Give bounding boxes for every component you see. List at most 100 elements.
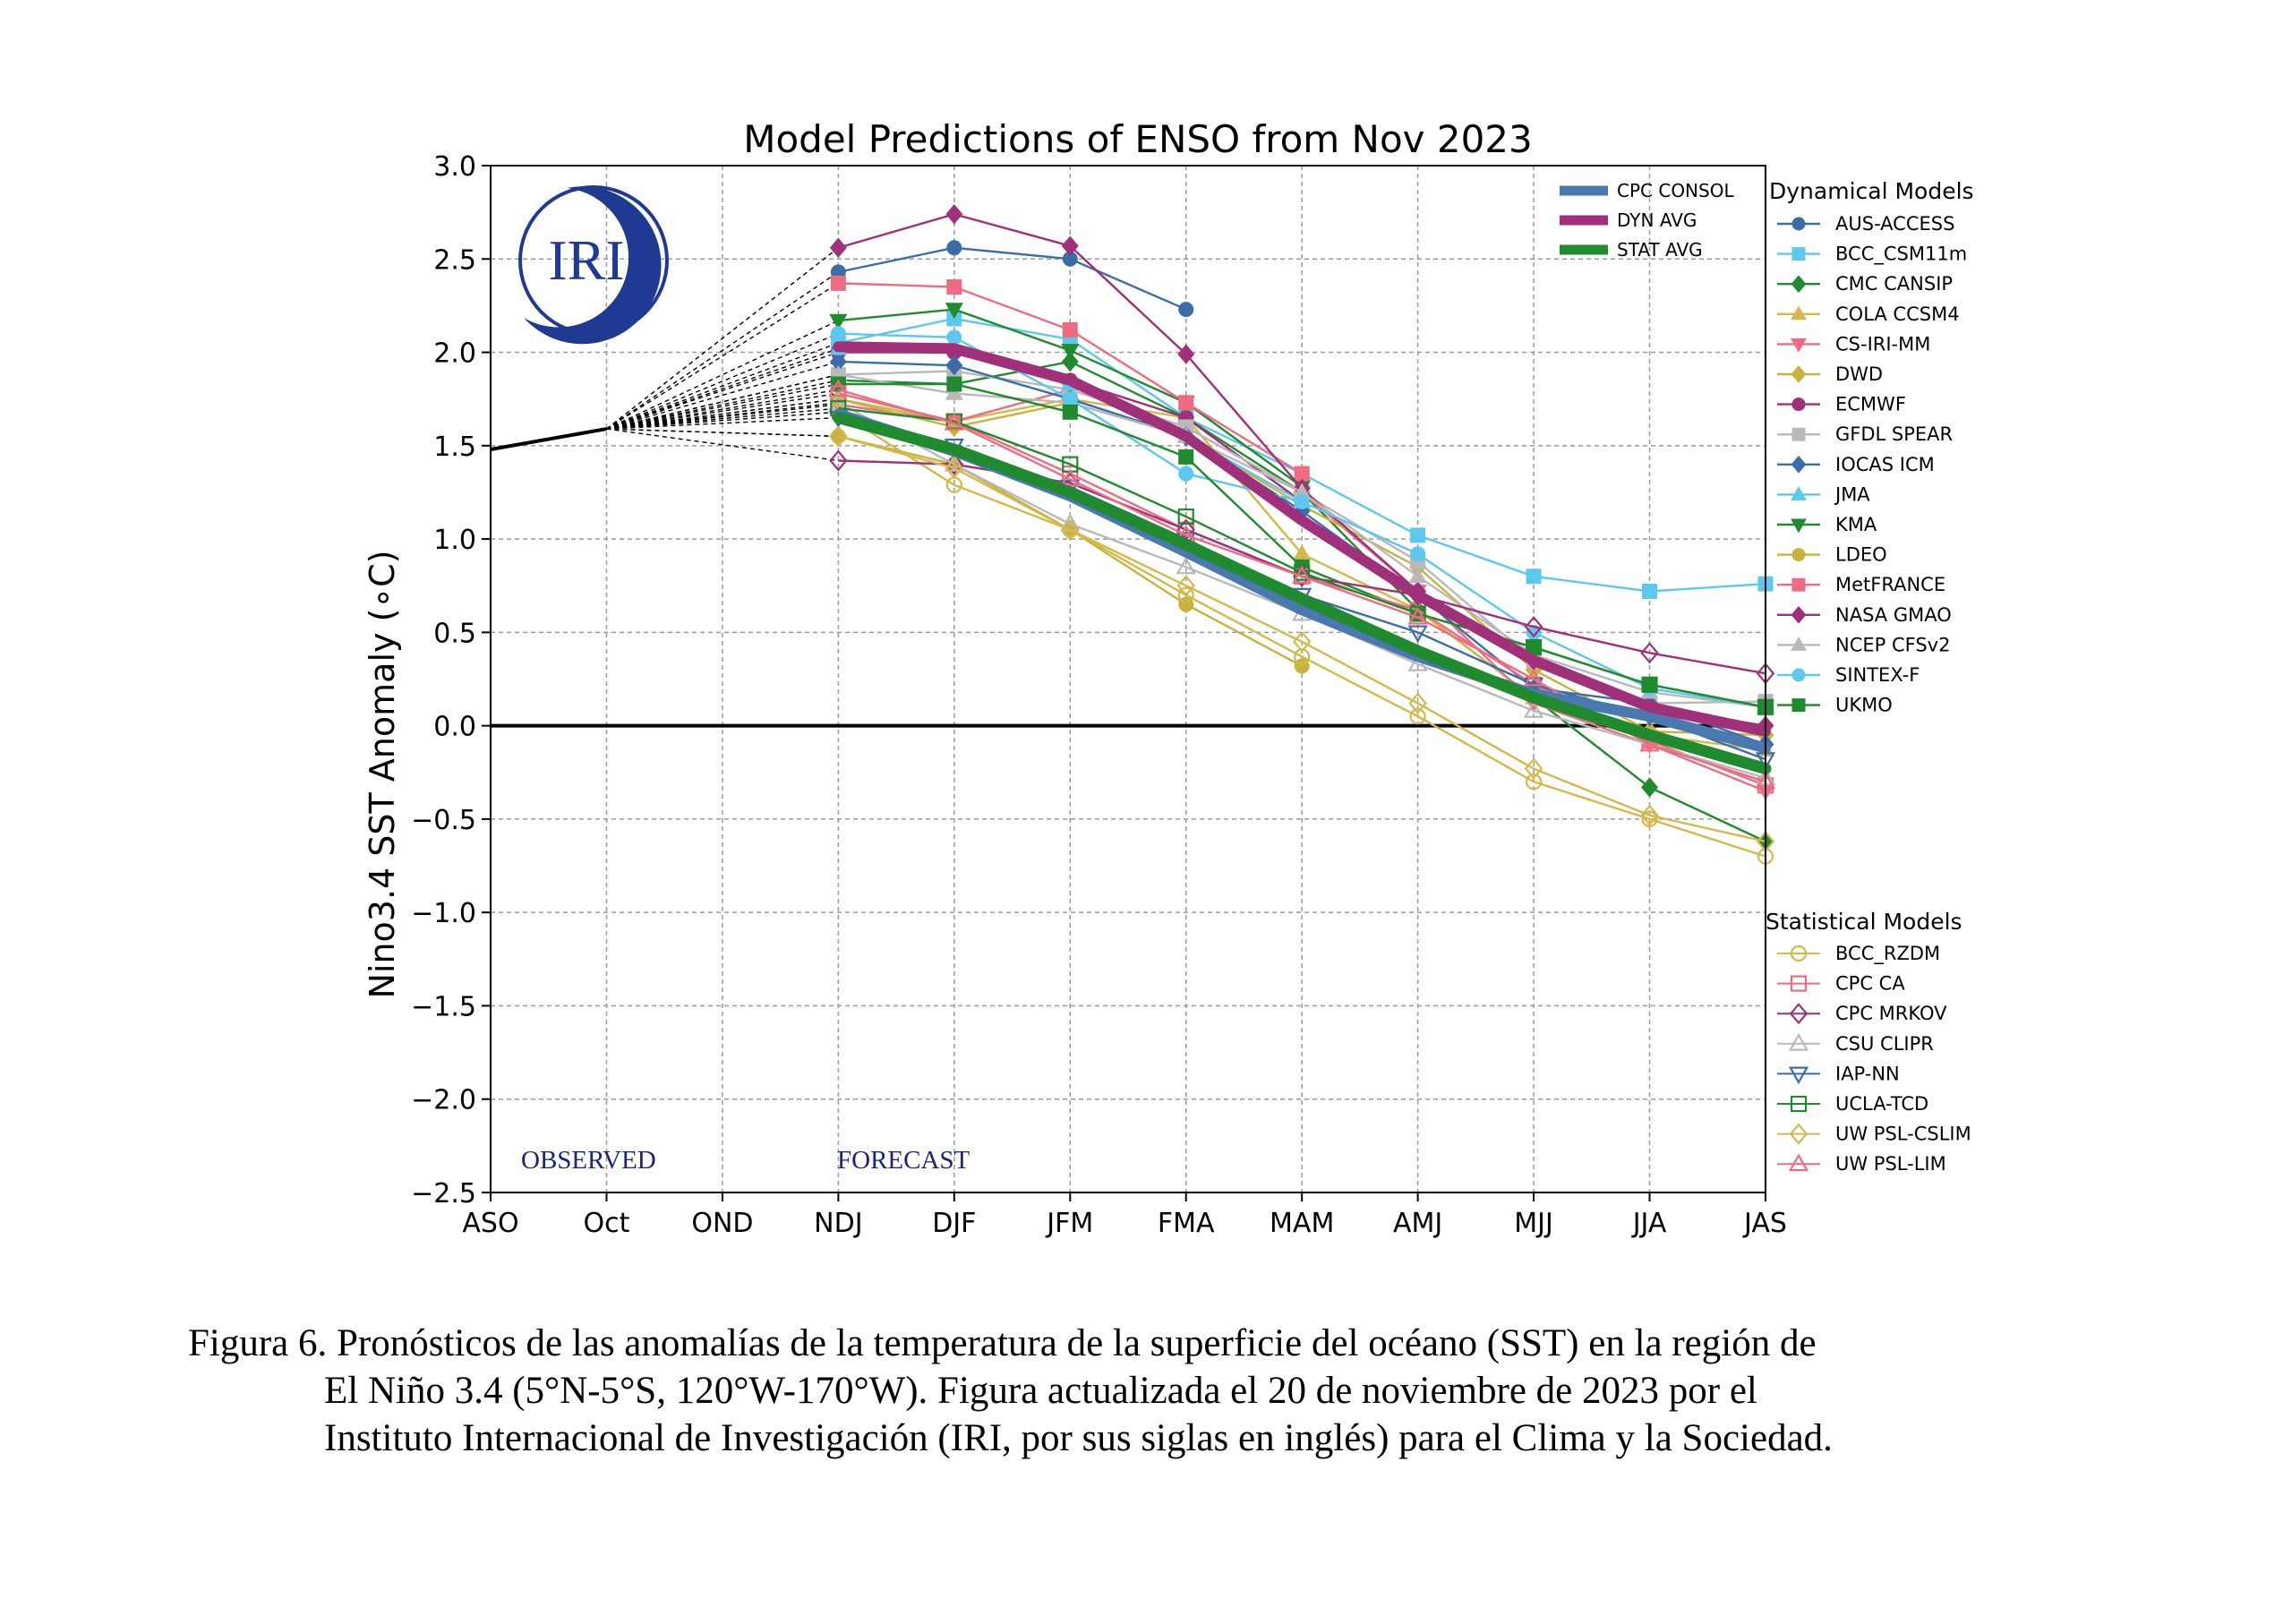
legend-marker xyxy=(1790,1095,1808,1113)
series xyxy=(490,204,1776,865)
dynamical-legend-title: Dynamical Models xyxy=(1769,178,1974,204)
data-point xyxy=(1177,508,1194,526)
x-axis-ticks: ASO Oct OND NDJ DJF JFM FMA MAM AMJ MJJ JJA JAS xyxy=(462,1192,1787,1239)
x-tick-label: ASO xyxy=(462,1208,518,1239)
data-point xyxy=(1178,466,1194,482)
legend-marker xyxy=(1791,605,1807,624)
connector-bcc-csm11m xyxy=(606,342,839,430)
data-point xyxy=(1524,668,1544,687)
data-point xyxy=(1526,568,1542,585)
connector-ukmo xyxy=(606,383,839,430)
y-tick-label: 2.0 xyxy=(433,338,476,370)
legend-marker xyxy=(1791,365,1807,383)
data-point xyxy=(946,240,962,256)
averages-legend: CPC CONSOL DYN AVG STAT AVG xyxy=(1560,180,1734,261)
series-metfrance xyxy=(830,275,1310,482)
legend-label: CPC CA xyxy=(1835,973,1905,995)
data-point xyxy=(1640,804,1659,826)
data-point xyxy=(1639,733,1660,752)
data-point xyxy=(1178,302,1194,318)
x-tick-label: OND xyxy=(691,1208,753,1239)
series-line xyxy=(838,246,1187,311)
legend-label: UW PSL-CSLIM xyxy=(1835,1124,1971,1145)
x-tick-label: JAS xyxy=(1742,1208,1787,1239)
y-axis-label: Nino3.4 SST Anomaly (∘C) xyxy=(363,550,402,998)
y-tick-label: 0.0 xyxy=(433,712,476,743)
data-point xyxy=(945,355,963,376)
data-point xyxy=(1409,708,1426,725)
chart-title: Model Predictions of ENSO from Nov 2023 xyxy=(743,117,1533,161)
legend-marker xyxy=(1791,485,1807,500)
data-point xyxy=(1177,586,1194,603)
legend-label: KMA xyxy=(1835,514,1877,535)
x-tick-label: JFM xyxy=(1045,1208,1093,1239)
legend-marker xyxy=(1791,247,1806,261)
avg-line-dyn-avg xyxy=(833,341,1771,737)
series-aus-access xyxy=(830,240,1194,318)
legend-label: CPC CONSOL xyxy=(1617,180,1734,201)
data-point xyxy=(1524,757,1543,780)
data-point xyxy=(1292,565,1313,584)
legend-label: MetFRANCE xyxy=(1835,574,1945,595)
connector-metfrance xyxy=(606,282,839,430)
legend-marker xyxy=(1788,1153,1809,1172)
legend-label: AUS-ACCESS xyxy=(1835,213,1954,235)
data-point xyxy=(1524,700,1544,718)
x-tick-label: Oct xyxy=(584,1208,630,1239)
series-line xyxy=(838,435,1766,843)
x-tick-label: FMA xyxy=(1158,1208,1215,1239)
y-tick-label: −1.0 xyxy=(411,898,476,929)
y-tick-label: −1.5 xyxy=(411,991,476,1022)
legend-marker xyxy=(1788,1066,1809,1085)
dynamical-models-legend: Dynamical Models AUS-ACCESS BCC_CSM11m CMC… xyxy=(1769,178,1974,716)
x-tick-label: NDJ xyxy=(814,1208,862,1239)
data-point xyxy=(1525,774,1543,791)
data-point xyxy=(1176,575,1195,597)
legend-marker xyxy=(1788,1032,1809,1051)
data-point xyxy=(945,383,963,400)
legend-label: UKMO xyxy=(1835,695,1893,716)
data-point xyxy=(1176,556,1196,575)
connector-sintex-f xyxy=(606,333,839,430)
y-axis-ticks: 3.0 2.5 2.0 1.5 1.0 0.5 0.0 −0.5 −1.0 −1.5 −2.0 −2.… xyxy=(411,151,491,1209)
iri-logo-text: IRI xyxy=(548,228,624,292)
x-tick-label: MJJ xyxy=(1514,1208,1553,1239)
series-cs-iri-mm xyxy=(829,382,1775,801)
legend-marker xyxy=(1791,338,1807,353)
legend-marker xyxy=(1791,217,1806,231)
plot-frame xyxy=(490,165,1766,1193)
y-tick-label: −2.0 xyxy=(411,1085,476,1116)
legend-marker xyxy=(1791,698,1806,713)
data-point xyxy=(1061,344,1080,361)
data-point xyxy=(1410,546,1426,562)
caption-line-2: El Niño 3.4 (5°N-5°S, 120°W-170°W). Figu… xyxy=(324,1370,1757,1412)
connector-bcc-rzdm xyxy=(606,411,839,430)
legend-marker xyxy=(1791,397,1806,412)
legend-marker xyxy=(1791,636,1807,651)
series-line xyxy=(837,411,1766,858)
x-tick-label: DJF xyxy=(932,1208,976,1239)
y-tick-label: −0.5 xyxy=(411,805,476,836)
data-point xyxy=(1060,468,1081,487)
connector-uw-psl-cslim xyxy=(606,428,839,438)
data-point xyxy=(1061,235,1079,256)
legend-marker xyxy=(1791,668,1806,682)
data-point xyxy=(1641,810,1658,828)
observed-annotation: OBSERVED xyxy=(521,1146,656,1175)
statistical-legend-title: Statistical Models xyxy=(1766,909,1962,935)
connector-cpc-ca xyxy=(606,392,839,430)
avg-line-stat-avg xyxy=(832,412,1772,775)
y-tick-label: 0.5 xyxy=(433,618,476,649)
legend-marker xyxy=(1790,944,1808,962)
legend-label: BCC_RZDM xyxy=(1835,943,1940,965)
legend-label: UW PSL-LIM xyxy=(1835,1153,1946,1175)
data-point xyxy=(1641,777,1659,798)
legend-label: JMA xyxy=(1834,483,1870,505)
data-point xyxy=(1294,564,1311,581)
data-point xyxy=(1178,395,1194,411)
iri-logo: IRI xyxy=(518,185,669,345)
y-tick-label: 3.0 xyxy=(433,151,476,183)
data-point xyxy=(1062,391,1078,407)
data-point xyxy=(1292,630,1312,653)
